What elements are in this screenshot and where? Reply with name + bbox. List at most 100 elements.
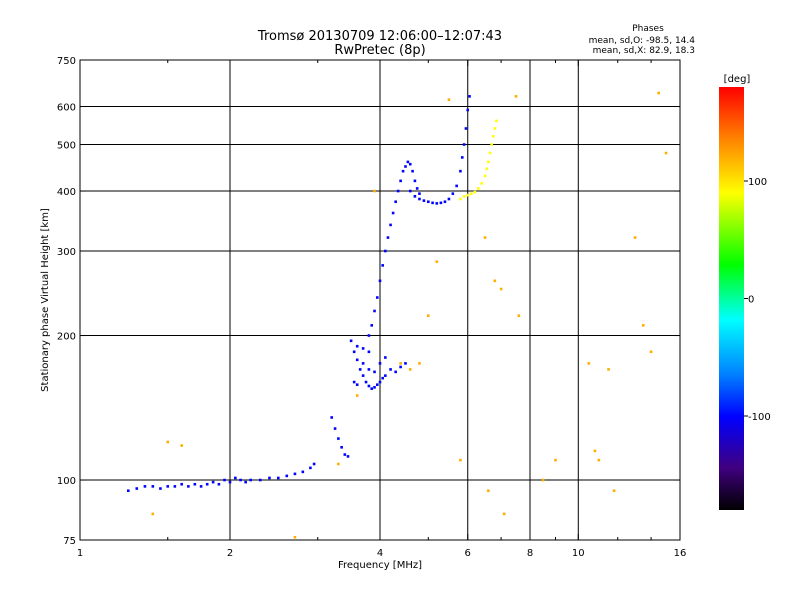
data-point-s4-5 [431,201,434,205]
data-point-s6-27 [612,489,616,493]
data-point-s5-10 [488,151,492,155]
data-point-s2-11 [381,376,384,380]
data-point-s0-8 [187,485,190,488]
stats-o-mode: mean, sd,O: -98.5, 14.4 [589,36,696,46]
data-point-s0-11 [205,482,209,486]
data-point-s6-6 [373,189,376,193]
y-tick-label-4: 400 [57,187,76,198]
data-point-s3-19 [415,187,419,190]
data-point-s2-6 [367,384,371,388]
data-point-s0-0 [126,489,130,493]
colorbar-tick-label-1: 0 [748,295,754,306]
x-tick-label-5: 10 [572,548,585,559]
data-point-s1-4 [343,453,347,456]
data-point-s4-2 [418,197,421,201]
data-point-s5-7 [483,174,487,178]
colorbar-ticks: 100 0 -100 [744,177,771,423]
data-point-s6-18 [502,512,506,516]
data-point-s2-8 [373,386,376,389]
y-tick-label-7: 750 [57,56,76,67]
data-point-s6-4 [337,462,340,466]
data-point-s2-20 [367,368,371,371]
grid-lines [80,60,680,540]
data-point-s4-10 [451,192,455,195]
data-point-s5-14 [495,119,498,123]
data-point-s5-9 [487,160,490,164]
data-point-s4-8 [443,200,447,204]
data-point-s3-16 [408,162,412,166]
data-point-s2-7 [370,387,374,390]
x-tick-label-0: 1 [77,548,83,559]
data-point-s3-14 [404,165,407,168]
data-point-s3-6 [384,249,387,253]
data-point-s3-7 [386,236,390,239]
data-point-s0-23 [285,474,289,478]
data-point-s4-13 [460,156,464,159]
data-point-s2-13 [389,368,392,371]
stats-heading: Phases [632,24,664,34]
data-point-s6-9 [418,362,421,365]
data-point-s3-4 [378,279,382,283]
data-point-s0-27 [312,462,316,466]
x-tick-label-4: 8 [527,548,533,559]
data-point-s6-12 [447,98,451,101]
data-point-s6-5 [355,394,359,397]
data-point-s2-19 [361,362,365,365]
x-axis-label: Frequency [MHz] [338,560,422,571]
data-point-s6-3 [293,535,297,539]
data-point-s3-15 [406,160,410,164]
data-point-s3-20 [418,192,421,195]
data-point-s2-24 [355,344,359,348]
data-point-s3-11 [396,189,400,193]
data-point-s4-4 [426,200,430,204]
data-point-s6-13 [459,458,462,462]
data-point-s2-22 [378,362,382,365]
data-point-s6-23 [587,362,591,365]
x-tick-label-6: 16 [674,548,687,559]
data-point-s6-26 [607,368,610,371]
data-point-s4-16 [466,108,470,112]
data-point-s3-2 [373,309,376,313]
data-point-s6-24 [593,449,597,453]
data-point-s2-1 [352,350,356,354]
data-point-s1-3 [340,446,343,449]
stats-x-mode: mean, sd,X: 82.9, 18.3 [593,46,695,56]
data-point-s0-5 [166,485,170,488]
data-point-s0-21 [268,476,271,480]
data-point-s6-31 [657,91,660,95]
y-tick-label-6: 600 [57,103,76,114]
data-point-s5-11 [490,143,493,146]
data-point-s2-15 [399,365,402,369]
data-point-s0-4 [159,487,162,490]
data-point-s3-3 [375,296,379,299]
data-point-s4-3 [422,199,426,202]
data-point-s6-22 [554,458,557,462]
data-point-s0-10 [199,485,203,488]
data-point-s2-26 [367,350,371,354]
data-point-s6-21 [541,478,545,482]
data-point-s3-17 [411,169,414,173]
y-tick-label-5: 500 [57,141,76,152]
data-point-s4-15 [464,127,468,130]
data-point-s5-5 [477,187,480,190]
chart-subtitle: RwPretec (8p) [334,43,425,58]
data-point-s2-16 [404,362,407,365]
y-tick-label-1: 100 [57,476,76,487]
data-point-s1-5 [346,455,350,458]
data-point-s3-0 [367,334,371,337]
data-point-s5-0 [459,197,462,201]
data-point-s6-28 [633,236,637,239]
data-point-s6-17 [499,287,503,291]
data-point-s0-24 [293,472,297,476]
data-point-s3-9 [391,211,395,215]
data-point-s5-6 [480,182,484,185]
data-point-s4-6 [435,202,439,205]
data-point-s0-13 [217,482,221,486]
data-point-s6-32 [664,151,668,155]
data-point-s2-9 [375,383,379,386]
data-point-s0-16 [234,476,237,480]
y-tick-label-3: 300 [57,247,76,258]
data-point-s4-14 [462,143,466,146]
data-point-s2-2 [355,358,359,362]
